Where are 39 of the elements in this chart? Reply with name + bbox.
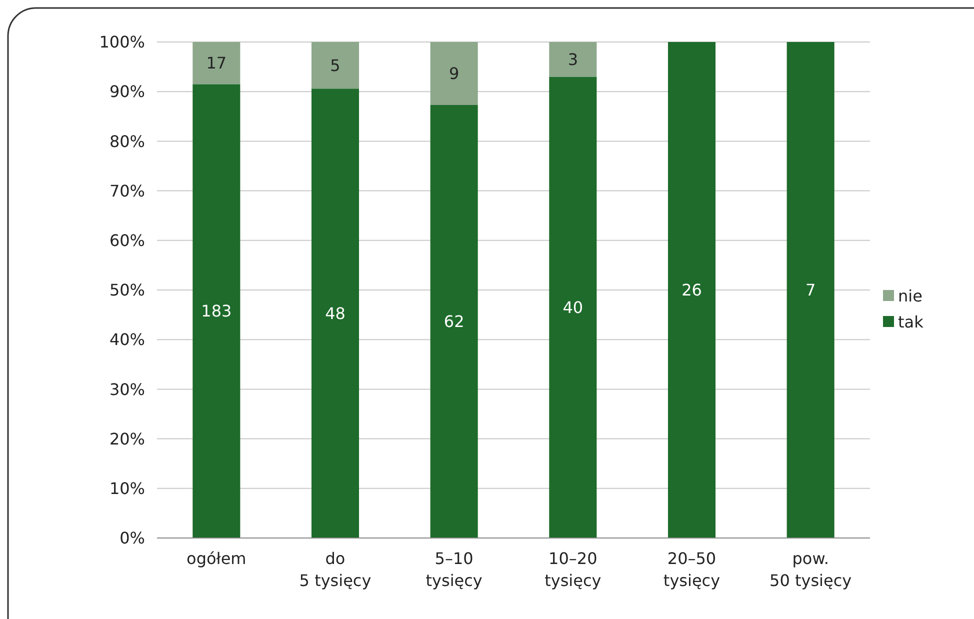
bar [430,42,478,105]
annotation: 5 [330,56,340,75]
bar [549,42,597,77]
annotation: 62 [444,312,464,332]
bar [192,42,240,84]
y-tick-label: 40% [109,330,145,350]
x-tick-label: pow. 50 tysięcy [770,549,852,590]
annotation: 40 [562,298,584,317]
y-tick-label: 100% [99,32,145,52]
bar [311,88,360,538]
annotation: 9 [448,64,460,84]
bar [668,42,716,538]
y-tick-label: 50% [109,280,145,300]
x-tick-label: 10–20 tysięcy [544,549,602,590]
legend-label: nie [898,286,922,306]
x-tick-label: ogółem [186,549,246,568]
x-tick-label: 20–50 tysięcy [663,549,720,590]
y-tick-label: 0% [120,528,145,548]
bar [430,104,478,538]
y-tick-label: 60% [109,231,145,250]
y-tick-label: 80% [109,132,145,151]
bar [311,42,360,89]
bar [549,76,597,538]
x-tick-label: 5–10 tysięcy [426,549,482,590]
y-tick-label: 30% [109,380,145,399]
annotation: 3 [568,50,578,69]
annotation: 7 [805,280,816,300]
y-tick-label: 90% [109,82,145,102]
x-tick-label: do 5 tysięcy [299,549,372,590]
annotation: 26 [682,280,702,300]
y-tick-label: 20% [109,429,145,448]
bar [786,42,834,538]
y-tick-label: 10% [109,479,145,498]
bar [192,84,240,538]
legend-label: tak [898,312,924,332]
annotation: 17 [206,54,227,73]
annotation: 183 [201,302,232,321]
y-tick-label: 70% [109,181,145,200]
annotation: 48 [325,304,346,323]
